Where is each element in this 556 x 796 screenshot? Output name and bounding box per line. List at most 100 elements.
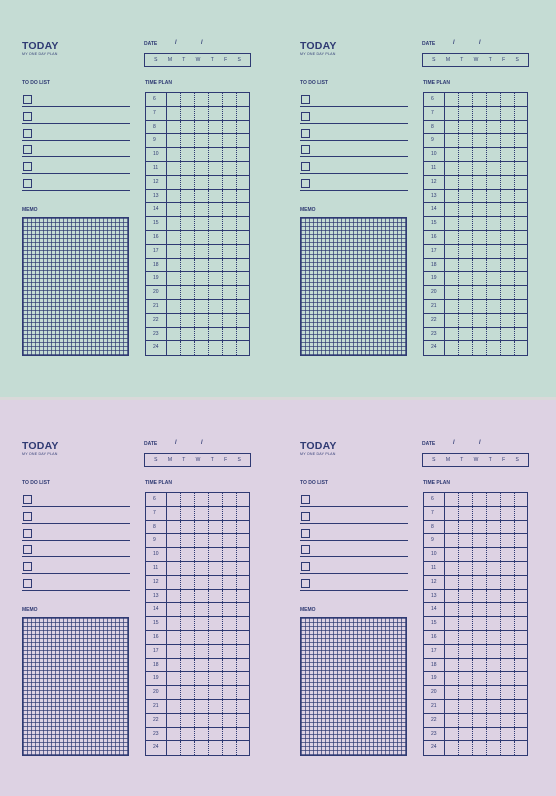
timeplan-row[interactable]: 12: [424, 575, 527, 590]
timeplan-row[interactable]: 16: [424, 230, 527, 245]
weekday-6[interactable]: S: [237, 57, 241, 63]
timeplan-row[interactable]: 20: [146, 686, 249, 700]
todo-line[interactable]: [22, 173, 130, 175]
timeplan-row[interactable]: 12: [146, 175, 249, 190]
todo-checkbox[interactable]: [23, 179, 32, 188]
todo-line[interactable]: [300, 506, 408, 507]
todo-checkbox[interactable]: [23, 162, 32, 172]
timeplan-row[interactable]: 13: [424, 589, 527, 604]
weekday-2[interactable]: T: [182, 57, 186, 63]
todo-line[interactable]: [300, 539, 408, 541]
timeplan-row[interactable]: 18: [146, 258, 249, 273]
timeplan-row[interactable]: 10: [424, 548, 527, 562]
timeplan-row[interactable]: 11: [146, 561, 249, 576]
timeplan-row[interactable]: 12: [424, 175, 527, 190]
weekday-2[interactable]: T: [460, 457, 464, 463]
timeplan-row[interactable]: 9: [424, 134, 527, 149]
weekday-4[interactable]: T: [210, 457, 214, 463]
todo-checkbox[interactable]: [23, 511, 32, 521]
weekday-0[interactable]: S: [432, 457, 436, 463]
timeplan-row[interactable]: 19: [146, 272, 249, 287]
timeplan-row[interactable]: 23: [146, 727, 249, 742]
weekday-3[interactable]: W: [195, 457, 201, 463]
timeplan-row[interactable]: 9: [146, 534, 249, 549]
todo-line[interactable]: [22, 122, 130, 124]
weekday-5[interactable]: F: [224, 457, 228, 463]
todo-checkbox[interactable]: [301, 528, 310, 538]
timeplan-row[interactable]: 15: [146, 617, 249, 631]
todo-line[interactable]: [22, 139, 130, 141]
todo-line[interactable]: [22, 590, 130, 591]
timeplan-row[interactable]: 8: [146, 520, 249, 535]
timeplan-row[interactable]: 21: [146, 699, 249, 714]
timeplan-row[interactable]: 22: [146, 713, 249, 728]
timeplan-row[interactable]: 21: [424, 699, 527, 714]
timeplan-row[interactable]: 10: [424, 148, 527, 162]
todo-checkbox[interactable]: [301, 579, 310, 588]
timeplan-row[interactable]: 15: [424, 217, 527, 231]
timeplan-row[interactable]: 7: [424, 106, 527, 121]
timeplan-row[interactable]: 10: [146, 548, 249, 562]
timeplan-row[interactable]: 23: [424, 327, 527, 342]
timeplan-row[interactable]: 21: [424, 299, 527, 314]
timeplan-row[interactable]: 11: [146, 161, 249, 176]
timeplan-row[interactable]: 16: [146, 230, 249, 245]
todo-line[interactable]: [300, 556, 408, 558]
todo-checkbox[interactable]: [301, 128, 310, 138]
timeplan-row[interactable]: 22: [424, 713, 527, 728]
todo-line[interactable]: [22, 106, 130, 107]
weekday-6[interactable]: S: [237, 457, 241, 463]
timeplan-row[interactable]: 21: [146, 299, 249, 314]
timeplan-row[interactable]: 19: [424, 672, 527, 687]
timeplan-row[interactable]: 15: [146, 217, 249, 231]
timeplan-row[interactable]: 9: [424, 534, 527, 549]
timeplan-row[interactable]: 22: [424, 313, 527, 328]
timeplan-row[interactable]: 22: [146, 313, 249, 328]
weekday-5[interactable]: F: [502, 457, 506, 463]
todo-line[interactable]: [22, 506, 130, 507]
todo-line[interactable]: [22, 156, 130, 158]
weekday-6[interactable]: S: [515, 57, 519, 63]
todo-checkbox[interactable]: [23, 95, 32, 104]
todo-checkbox[interactable]: [23, 111, 32, 121]
weekday-0[interactable]: S: [154, 457, 158, 463]
todo-checkbox[interactable]: [301, 145, 310, 155]
todo-checkbox[interactable]: [23, 545, 32, 555]
weekday-4[interactable]: T: [488, 457, 492, 463]
weekday-1[interactable]: M: [445, 57, 450, 63]
timeplan-row[interactable]: 24: [424, 741, 527, 756]
weekday-1[interactable]: M: [167, 457, 172, 463]
timeplan-row[interactable]: 17: [146, 644, 249, 659]
timeplan-row[interactable]: 20: [146, 286, 249, 300]
timeplan-row[interactable]: 13: [424, 189, 527, 204]
weekday-3[interactable]: W: [473, 457, 479, 463]
timeplan-row[interactable]: 19: [146, 672, 249, 687]
todo-checkbox[interactable]: [23, 562, 32, 572]
timeplan-row[interactable]: 11: [424, 161, 527, 176]
weekday-3[interactable]: W: [195, 57, 201, 63]
todo-line[interactable]: [22, 573, 130, 575]
timeplan-row[interactable]: 24: [146, 341, 249, 356]
todo-checkbox[interactable]: [301, 495, 310, 504]
timeplan-row[interactable]: 17: [146, 244, 249, 259]
todo-checkbox[interactable]: [23, 579, 32, 588]
timeplan-row[interactable]: 18: [424, 258, 527, 273]
todo-checkbox[interactable]: [301, 95, 310, 104]
weekday-5[interactable]: F: [502, 57, 506, 63]
timeplan-row[interactable]: 19: [424, 272, 527, 287]
todo-checkbox[interactable]: [23, 145, 32, 155]
weekday-0[interactable]: S: [432, 57, 436, 63]
timeplan-row[interactable]: 23: [146, 327, 249, 342]
todo-checkbox[interactable]: [23, 528, 32, 538]
memo-grid[interactable]: [300, 617, 407, 756]
weekday-1[interactable]: M: [167, 57, 172, 63]
timeplan-row[interactable]: 8: [424, 120, 527, 135]
timeplan-row[interactable]: 9: [146, 134, 249, 149]
timeplan-row[interactable]: 17: [424, 644, 527, 659]
memo-grid[interactable]: [22, 217, 129, 356]
timeplan-row[interactable]: 7: [146, 506, 249, 521]
timeplan-row[interactable]: 7: [424, 506, 527, 521]
timeplan-row[interactable]: 6: [424, 493, 527, 507]
todo-checkbox[interactable]: [301, 179, 310, 188]
timeplan-row[interactable]: 12: [146, 575, 249, 590]
